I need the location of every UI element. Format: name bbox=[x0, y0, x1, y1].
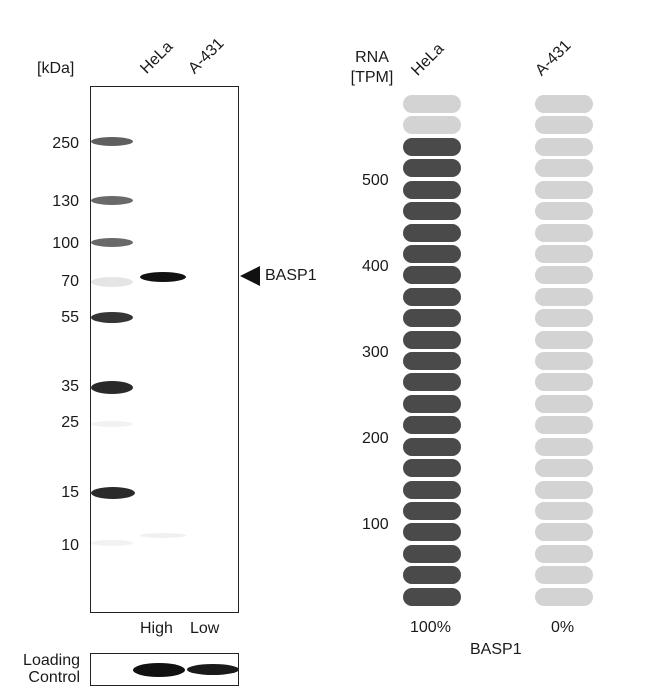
ladder-band-25 bbox=[91, 421, 133, 427]
rna-segment-hela bbox=[403, 544, 461, 563]
rna-lane-label-hela: HeLa bbox=[408, 40, 448, 80]
rna-segment-hela bbox=[403, 116, 461, 135]
rna-segment-a431 bbox=[535, 159, 593, 178]
rna-segment-hela bbox=[403, 373, 461, 392]
loading-band-a431 bbox=[187, 664, 238, 675]
rna-segment-hela bbox=[403, 180, 461, 199]
rna-segment-a431 bbox=[535, 352, 593, 370]
rna-segment-hela bbox=[403, 437, 461, 456]
rna-segment-a431 bbox=[535, 587, 593, 606]
rna-column-a431 bbox=[535, 95, 593, 609]
rna-segment-a431 bbox=[535, 480, 593, 499]
rna-segment-a431 bbox=[535, 223, 593, 242]
rna-tick-400: 400 bbox=[362, 258, 389, 275]
mw-marker-35: 35 bbox=[61, 378, 79, 395]
rna-segment-a431 bbox=[535, 309, 593, 328]
rna-segment-hela bbox=[403, 202, 461, 221]
rna-segment-a431 bbox=[535, 416, 593, 435]
expression-level-a431: Low bbox=[190, 620, 220, 637]
rna-segment-hela bbox=[403, 309, 461, 328]
blot-lane-label-a431: A-431 bbox=[185, 35, 228, 78]
loading-control-blot bbox=[90, 653, 239, 686]
rna-percent-hela: 100% bbox=[410, 619, 451, 636]
rna-percent-a431: 0% bbox=[551, 619, 575, 636]
rna-segment-hela bbox=[403, 137, 461, 156]
rna-segment-a431 bbox=[535, 544, 593, 563]
rna-tick-300: 300 bbox=[362, 344, 389, 361]
rna-segment-a431 bbox=[535, 330, 593, 349]
rna-segment-a431 bbox=[535, 523, 593, 542]
rna-segment-hela bbox=[403, 523, 461, 542]
rna-segment-hela bbox=[403, 501, 461, 520]
rna-segment-a431 bbox=[535, 244, 593, 263]
rna-tick-200: 200 bbox=[362, 430, 389, 447]
rna-segment-hela bbox=[403, 223, 461, 242]
rna-segment-hela bbox=[403, 352, 461, 370]
rna-gene-label: BASP1 bbox=[470, 641, 522, 658]
rna-segment-a431 bbox=[535, 266, 593, 285]
mw-marker-130: 130 bbox=[52, 193, 79, 210]
rna-segment-a431 bbox=[535, 116, 593, 135]
rna-segment-a431 bbox=[535, 137, 593, 156]
rna-segment-a431 bbox=[535, 180, 593, 199]
mw-marker-10: 10 bbox=[61, 537, 79, 554]
ladder-band-10 bbox=[91, 540, 133, 546]
rna-segment-hela bbox=[403, 566, 461, 585]
ladder-band-55 bbox=[91, 312, 133, 323]
western-blot-image bbox=[90, 86, 239, 613]
rna-segment-hela bbox=[403, 330, 461, 349]
mw-marker-100: 100 bbox=[52, 235, 79, 252]
rna-segment-a431 bbox=[535, 95, 593, 113]
rna-segment-hela bbox=[403, 159, 461, 178]
rna-segment-a431 bbox=[535, 394, 593, 413]
rna-tick-500: 500 bbox=[362, 172, 389, 189]
rna-segment-a431 bbox=[535, 501, 593, 520]
target-protein-label: BASP1 bbox=[265, 267, 317, 284]
mw-marker-25: 25 bbox=[61, 414, 79, 431]
loading-band-hela bbox=[133, 663, 185, 677]
rna-lane-label-a431: A-431 bbox=[532, 37, 575, 80]
ladder-band-70 bbox=[91, 277, 133, 287]
rna-segment-a431 bbox=[535, 202, 593, 221]
mw-marker-70: 70 bbox=[61, 273, 79, 290]
kda-unit-label: [kDa] bbox=[37, 60, 75, 77]
ladder-band-250 bbox=[91, 137, 133, 146]
loading-control-label: Loading Control bbox=[23, 652, 80, 686]
mw-marker-15: 15 bbox=[61, 484, 79, 501]
rna-segment-hela bbox=[403, 394, 461, 413]
expression-level-hela: High bbox=[140, 620, 173, 637]
target-arrow-icon bbox=[240, 266, 260, 286]
ladder-band-100 bbox=[91, 238, 133, 247]
ladder-band-35 bbox=[91, 381, 133, 394]
rna-segment-hela bbox=[403, 459, 461, 478]
faint-band-hela bbox=[140, 533, 186, 538]
rna-segment-a431 bbox=[535, 437, 593, 456]
rna-axis-title: RNA [TPM] bbox=[350, 49, 394, 86]
rna-segment-a431 bbox=[535, 287, 593, 306]
rna-segment-hela bbox=[403, 266, 461, 285]
rna-column-hela bbox=[403, 95, 461, 609]
rna-segment-hela bbox=[403, 95, 461, 113]
mw-marker-250: 250 bbox=[52, 135, 79, 152]
rna-segment-a431 bbox=[535, 459, 593, 478]
rna-segment-hela bbox=[403, 480, 461, 499]
rna-segment-hela bbox=[403, 287, 461, 306]
rna-segment-hela bbox=[403, 244, 461, 263]
rna-segment-hela bbox=[403, 587, 461, 606]
basp1-band-hela bbox=[140, 272, 186, 282]
rna-segment-a431 bbox=[535, 566, 593, 585]
rna-segment-hela bbox=[403, 416, 461, 435]
ladder-band-130 bbox=[91, 196, 133, 205]
ladder-band-15 bbox=[91, 487, 135, 499]
mw-marker-55: 55 bbox=[61, 309, 79, 326]
rna-tick-100: 100 bbox=[362, 516, 389, 533]
rna-segment-a431 bbox=[535, 373, 593, 392]
blot-lane-label-hela: HeLa bbox=[137, 38, 177, 78]
